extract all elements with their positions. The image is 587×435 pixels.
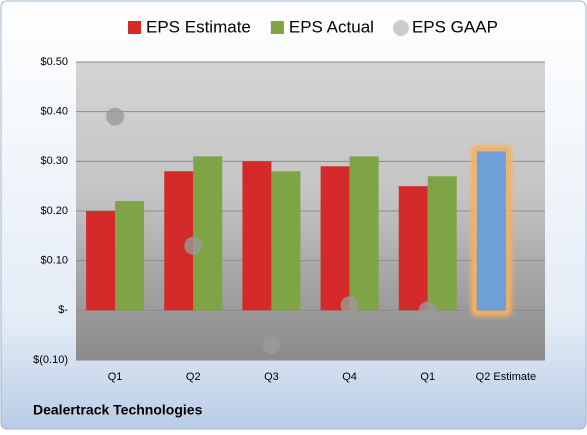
- gaap-marker: [262, 336, 281, 355]
- x-tick-label: Q1: [420, 371, 435, 383]
- gaap-marker: [184, 236, 203, 255]
- x-tick-label: Q1: [108, 371, 123, 383]
- y-tick-label: $0.10: [40, 255, 68, 267]
- legend-label: EPS Estimate: [146, 17, 251, 36]
- y-tick-label: $0.40: [40, 106, 68, 118]
- y-tick-label: $0.50: [40, 56, 68, 68]
- legend-label: EPS Actual: [289, 17, 374, 36]
- y-tick-label: $0.30: [40, 155, 68, 167]
- legend-swatch: [128, 21, 141, 34]
- footer: Dealertrack Technologies: [33, 402, 203, 418]
- legend-swatch: [270, 21, 284, 34]
- bar-glow-edge: [473, 148, 509, 314]
- gaap-marker: [418, 301, 437, 320]
- gaap-marker: [106, 107, 125, 126]
- bar: [398, 186, 428, 311]
- x-tick-label: Q2: [186, 371, 201, 383]
- gaap-marker: [340, 296, 359, 315]
- bar: [115, 201, 145, 311]
- legend: EPS Estimate EPS Actual EPS GAAP: [128, 17, 498, 36]
- bar: [193, 156, 223, 311]
- bar: [349, 156, 379, 311]
- bar: [86, 211, 116, 311]
- bar: [320, 166, 350, 311]
- legend-swatch: [392, 20, 409, 36]
- bar: [242, 161, 272, 311]
- x-tick-label: Q4: [342, 371, 357, 383]
- bar: [427, 176, 457, 311]
- x-tick-label: Q3: [264, 371, 279, 383]
- bar: [476, 151, 506, 311]
- y-tick-label: $-: [58, 304, 68, 316]
- legend-label: EPS GAAP: [412, 17, 498, 36]
- x-tick-label: Q2 Estimate: [476, 371, 537, 383]
- y-tick-label: $(0.10): [33, 354, 68, 366]
- y-tick-label: $0.20: [40, 205, 68, 217]
- bar: [271, 171, 301, 311]
